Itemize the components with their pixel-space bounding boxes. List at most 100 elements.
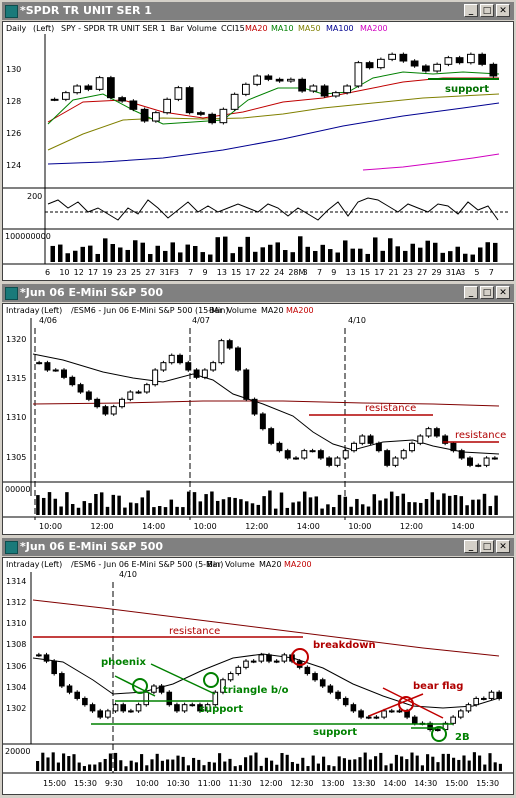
volume-bar: [125, 249, 130, 262]
price-bar: [219, 108, 228, 124]
price-bar: [264, 75, 273, 80]
price-bar: [488, 691, 495, 699]
price-bar: [458, 450, 465, 459]
chart-area[interactable]: Intraday (Left) /ESM6 - Jun 06 E-Mini S&…: [2, 303, 514, 535]
price-bar: [458, 710, 464, 718]
price-bar: [135, 704, 142, 712]
price-bar: [332, 92, 340, 97]
resistance-label: resistance: [169, 626, 220, 637]
volume-bars: [36, 752, 502, 771]
price-bar: [61, 369, 67, 378]
volume-bar: [260, 247, 265, 262]
volume-bar: [152, 507, 156, 515]
chart-app-icon[interactable]: [5, 5, 18, 18]
price-bar: [381, 710, 387, 718]
volume-bar: [88, 503, 92, 515]
minimize-button[interactable]: _: [464, 4, 478, 17]
price-bar: [120, 704, 127, 712]
volume-bar: [430, 492, 435, 515]
volume-bar: [223, 761, 227, 771]
x-axis-label: 14:00: [297, 522, 320, 531]
x-axis-label: 23: [117, 268, 127, 277]
window-titlebar[interactable]: *Jun 06 E-Mini S&P 500 _ □ ✕: [2, 538, 514, 556]
price-bar: [251, 398, 258, 415]
esm6-15min-svg[interactable]: Intraday (Left) /ESM6 - Jun 06 E-Mini S&…: [3, 304, 513, 534]
price-bar: [417, 435, 424, 444]
maximize-button[interactable]: □: [480, 540, 494, 553]
volume-bar: [215, 237, 220, 262]
x-axis-label: 10:00: [348, 522, 371, 531]
header-volume: Volume: [227, 306, 257, 315]
minimize-button[interactable]: _: [464, 286, 478, 299]
volume-bar: [140, 242, 145, 262]
close-button[interactable]: ✕: [496, 540, 510, 553]
ma200-line: [362, 153, 500, 171]
price-bar: [95, 77, 104, 90]
volume-bar: [394, 754, 398, 771]
chart-app-icon[interactable]: [5, 287, 18, 300]
volume-bar: [343, 496, 348, 515]
volume-bar: [250, 503, 255, 515]
volume-bar: [46, 757, 50, 771]
volume-bar: [472, 752, 476, 771]
volume-bar: [365, 253, 370, 262]
price-tick: 128: [6, 97, 21, 106]
x-axis-label: 23: [403, 268, 413, 277]
close-button[interactable]: ✕: [496, 4, 510, 17]
price-bar: [36, 362, 43, 365]
price-bar: [365, 716, 372, 719]
volume-bar: [36, 761, 40, 771]
chart-area[interactable]: Daily (Left) SPY - SPDR TR UNIT SER 1 Ba…: [2, 21, 514, 281]
price-bar: [384, 450, 391, 466]
x-axis-label: 12:30: [290, 779, 313, 788]
volume-bar: [291, 502, 295, 515]
volume-bar: [186, 491, 191, 515]
header-period: Intraday: [6, 560, 40, 569]
price-bar: [375, 442, 382, 452]
x-axis-label: 7: [489, 268, 494, 277]
spy-chart-svg[interactable]: Daily (Left) SPY - SPDR TR UNIT SER 1 Ba…: [3, 22, 513, 280]
price-bar: [287, 78, 295, 82]
price-bar: [334, 457, 341, 466]
price-bar: [59, 673, 65, 687]
price-bar: [52, 369, 59, 372]
price-bar: [309, 85, 318, 92]
price-bar: [85, 391, 92, 400]
support-label: support: [199, 704, 243, 715]
price-bar: [197, 704, 203, 712]
price-bar: [350, 704, 357, 712]
price-bar: [326, 457, 333, 466]
x-axis-label: 15: [360, 268, 370, 277]
volume-bar: [358, 757, 362, 771]
x-axis-label: 9: [331, 268, 336, 277]
bear-flag-line: [368, 693, 424, 717]
close-button[interactable]: ✕: [496, 286, 510, 299]
volume-bar: [283, 250, 288, 262]
window-titlebar[interactable]: *SPDR TR UNIT SER 1 _ □ ✕: [2, 2, 514, 20]
price-bar: [433, 428, 440, 437]
volume-bar: [192, 492, 197, 515]
chart-app-icon[interactable]: [5, 541, 18, 554]
phoenix-label: phoenix: [101, 657, 146, 668]
esm6-5min-svg[interactable]: Intraday (Left) /ESM6 - Jun 06 E-Mini S&…: [3, 558, 513, 794]
resistance-label: resistance: [365, 403, 416, 414]
volume-bar: [467, 760, 471, 771]
price-bar: [143, 384, 150, 393]
legend-ma10: MA10: [271, 24, 294, 33]
minimize-button[interactable]: _: [464, 540, 478, 553]
header-type: Bar: [209, 306, 223, 315]
window-titlebar[interactable]: *Jun 06 E-Mini S&P 500 _ □ ✕: [2, 284, 514, 302]
chart-area[interactable]: Intraday (Left) /ESM6 - Jun 06 E-Mini S&…: [2, 557, 514, 795]
maximize-button[interactable]: □: [480, 4, 494, 17]
volume-bar: [128, 502, 133, 515]
x-axis-label: 10:00: [136, 779, 159, 788]
volume-bar: [275, 764, 279, 771]
price-bar: [73, 85, 81, 94]
price-bar: [235, 347, 241, 371]
volume-bar: [160, 760, 164, 771]
price-bar: [44, 362, 51, 371]
volume-bar: [65, 492, 69, 515]
maximize-button[interactable]: □: [480, 286, 494, 299]
volume-bar: [337, 494, 342, 515]
price-bar: [489, 63, 498, 77]
